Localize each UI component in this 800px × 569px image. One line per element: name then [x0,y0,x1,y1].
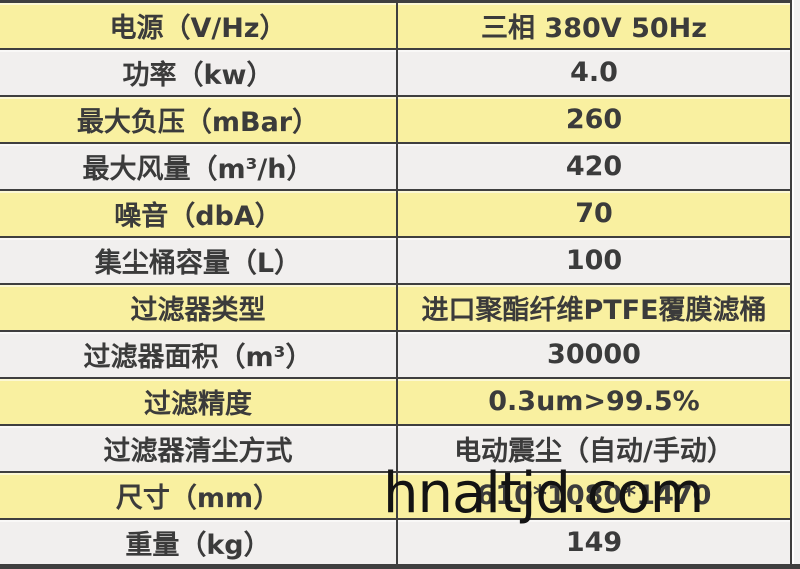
spec-value: 149 [397,519,791,567]
spec-label: 功率（kw） [0,49,398,97]
spec-row: 噪音（dbA） 70 [0,190,791,238]
spec-value: 4.0 [397,49,791,97]
spec-row: 过滤器面积（m³） 30000 [0,331,791,379]
spec-label: 过滤精度 [0,378,398,426]
spec-value: 420 [397,143,791,191]
spec-row: 尺寸（mm） 610*1080*1470 [0,472,791,520]
spec-value: 70 [397,190,791,238]
spec-value: 610*1080*1470 [397,472,791,520]
spec-label: 最大风量（m³/h） [0,143,398,191]
spec-label: 电源（V/Hz） [0,1,398,50]
spec-value: 30000 [397,331,791,379]
spec-row: 最大风量（m³/h） 420 [0,143,791,191]
spec-label: 集尘桶容量（L） [0,237,398,285]
right-gutter [794,0,800,569]
spec-row: 集尘桶容量（L） 100 [0,237,791,285]
spec-label: 重量（kg） [0,519,398,567]
spec-row: 功率（kw） 4.0 [0,49,791,97]
spec-row: 电源（V/Hz） 三相 380V 50Hz [0,1,791,50]
spec-label: 噪音（dbA） [0,190,398,238]
spec-row: 重量（kg） 149 [0,519,791,567]
spec-label: 过滤器面积（m³） [0,331,398,379]
spec-row: 过滤精度 0.3um>99.5% [0,378,791,426]
spec-value: 电动震尘（自动/手动） [397,425,791,473]
spec-label: 尺寸（mm） [0,472,398,520]
spec-value: 260 [397,96,791,144]
spec-label: 过滤器清尘方式 [0,425,398,473]
spec-value: 100 [397,237,791,285]
spec-value: 进口聚酯纤维PTFE覆膜滤桶 [397,284,791,332]
spec-value: 三相 380V 50Hz [397,1,791,50]
spec-row: 过滤器清尘方式 电动震尘（自动/手动） [0,425,791,473]
spec-label: 过滤器类型 [0,284,398,332]
spec-value: 0.3um>99.5% [397,378,791,426]
spec-row: 过滤器类型 进口聚酯纤维PTFE覆膜滤桶 [0,284,791,332]
bottom-border-band [0,564,800,569]
spec-row: 最大负压（mBar） 260 [0,96,791,144]
spec-label: 最大负压（mBar） [0,96,398,144]
